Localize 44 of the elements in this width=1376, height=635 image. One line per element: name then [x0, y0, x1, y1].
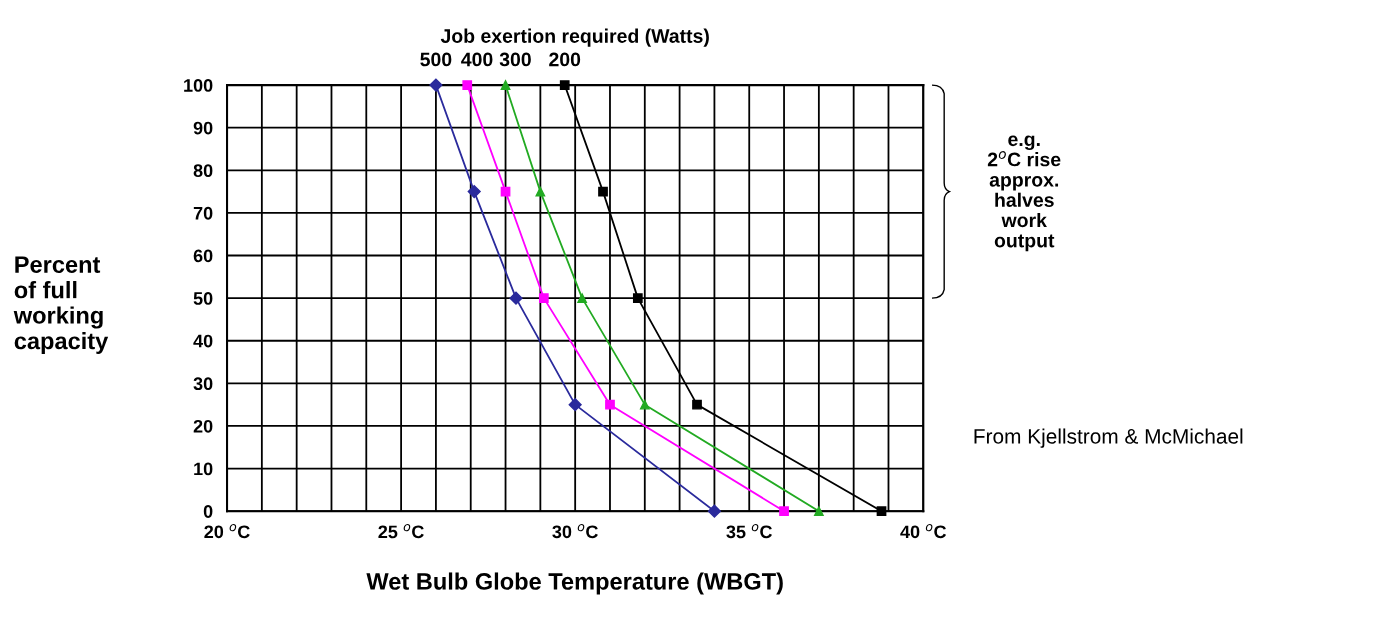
- y-tick-label: 40: [193, 334, 213, 348]
- series-label: 200: [549, 52, 581, 67]
- point: [707, 504, 722, 518]
- point: [568, 398, 582, 412]
- x-tick-label: 40 $^{o}$C: [900, 524, 947, 539]
- series-label: 500: [420, 52, 452, 67]
- y-tick-label: 80: [193, 164, 213, 178]
- point: [692, 399, 702, 410]
- y-tick-label: 10: [194, 462, 213, 476]
- point: [779, 506, 789, 517]
- point: [632, 293, 643, 303]
- point: [467, 185, 481, 199]
- y-tick-label: 100: [184, 79, 213, 92]
- point: [639, 399, 650, 410]
- point: [559, 80, 570, 90]
- point: [605, 399, 615, 410]
- series-label: 400: [461, 52, 493, 67]
- y-tick-label: 20: [193, 419, 213, 433]
- y-tick-label: 60: [193, 249, 213, 263]
- text: From Kjellstrom & McMichael: [974, 428, 1243, 448]
- x-tick-label: 25 $^{o}$C: [378, 524, 424, 539]
- x-tick-label: 30 $^{o}$C: [552, 524, 598, 539]
- legend-title: Job exertion required (Watts): [440, 28, 709, 47]
- x-axis-title: Wet Bulb Globe Temperature (WBGT): [366, 572, 783, 595]
- x-tick-label: 20 $^{o}$C: [204, 524, 250, 539]
- point: [813, 506, 824, 517]
- point: [598, 186, 608, 197]
- point: [429, 78, 443, 92]
- point: [577, 293, 587, 303]
- y-tick-label: 50: [193, 292, 213, 305]
- point: [876, 506, 887, 517]
- y-tick-label: 90: [193, 121, 213, 135]
- y-tick-label: 70: [193, 206, 213, 220]
- point: [462, 80, 473, 90]
- point: [535, 186, 546, 197]
- y-tick-label: 30: [193, 377, 213, 391]
- point: [509, 291, 523, 305]
- series-label: 300: [499, 52, 531, 67]
- point: [538, 293, 549, 303]
- text: e.g. 2$^{o}$C rise approx. halves work output: [987, 135, 1061, 252]
- y-axis-title: Percent of full working capacity: [13, 256, 109, 354]
- x-tick-label: 35 $^{o}$C: [726, 524, 772, 539]
- point: [500, 80, 511, 90]
- y-tick-label: 0: [203, 505, 213, 518]
